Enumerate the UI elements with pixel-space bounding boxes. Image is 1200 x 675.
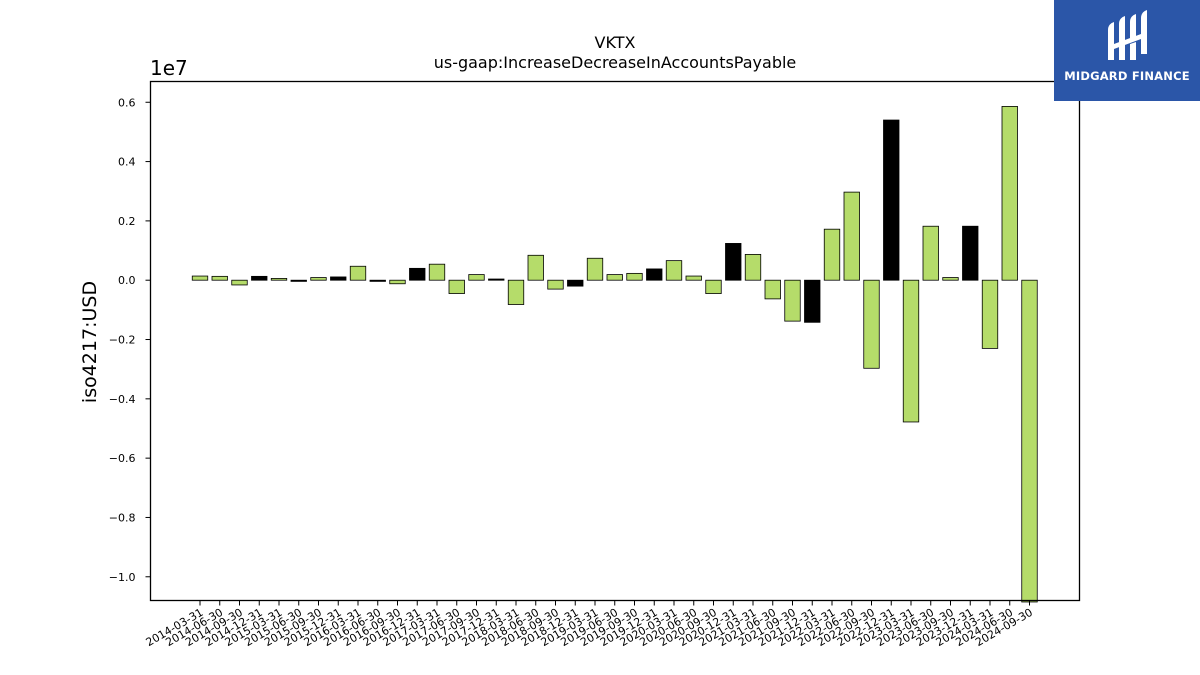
bar-2022-03-31 xyxy=(823,228,841,281)
bar-2024-03-31 xyxy=(981,279,999,349)
bar-2022-12-31 xyxy=(883,119,900,281)
bar-2023-06-30 xyxy=(922,225,939,281)
bar-2019-12-31 xyxy=(646,268,663,281)
y-tick-label: 0.2 xyxy=(118,215,136,228)
bars-group xyxy=(191,106,1038,603)
y-tick-label: −0.4 xyxy=(109,393,136,406)
bar-2023-12-31 xyxy=(962,225,979,281)
y-tick-label: −0.6 xyxy=(109,452,136,465)
bar-2020-12-31 xyxy=(725,243,742,281)
bar-2016-03-31 xyxy=(349,265,367,281)
midgard-logo-icon xyxy=(1108,10,1147,60)
y-axis-ticks: −1.0 −0.8 −0.6 −0.4 −0.2 0.0 0.2 0.4 0.6 xyxy=(109,96,151,584)
y-axis-label: iso4217:USD xyxy=(79,281,101,403)
bar-2022-09-30 xyxy=(863,279,880,369)
bar-2023-09-30 xyxy=(942,277,959,281)
bar-2021-09-30 xyxy=(784,279,801,322)
bar-2015-12-31 xyxy=(330,276,347,281)
bar-2014-12-31 xyxy=(251,275,268,281)
plot-frame xyxy=(149,80,1081,602)
bar-2024-09-30 xyxy=(1021,279,1038,603)
bar-2020-03-31 xyxy=(665,260,683,281)
y-tick-label: −1.0 xyxy=(109,571,136,584)
bar-2022-06-30 xyxy=(843,191,860,281)
y-scale-label: 1e7 xyxy=(150,56,188,80)
y-tick-label: −0.8 xyxy=(109,511,136,524)
bar-2014-09-30 xyxy=(231,279,248,286)
y-tick-label: 0.4 xyxy=(118,156,136,169)
bar-2019-09-30 xyxy=(626,272,643,281)
bar-2021-12-31 xyxy=(804,279,821,323)
bar-2016-12-31 xyxy=(409,267,426,281)
bar-2017-12-31 xyxy=(488,278,505,281)
bar-2019-03-31 xyxy=(586,257,604,281)
bar-2018-09-30 xyxy=(547,279,564,290)
bar-2021-03-31 xyxy=(744,253,762,281)
bar-2015-06-30 xyxy=(290,279,307,282)
bar-2017-09-30 xyxy=(468,274,485,281)
logo-text: MIDGARD FINANCE xyxy=(1064,69,1190,83)
bar-2018-12-31 xyxy=(567,279,584,287)
x-axis-ticks: 2014-03-312014-06-302014-09-302014-12-31… xyxy=(144,600,1035,649)
bar-2020-06-30 xyxy=(685,275,702,281)
bar-2015-03-31 xyxy=(270,278,288,281)
bar-2016-09-30 xyxy=(389,279,406,285)
bar-2016-06-30 xyxy=(369,279,386,282)
bar-2024-06-30 xyxy=(1001,106,1018,281)
bar-2014-06-30 xyxy=(211,275,228,281)
bar-2014-03-31 xyxy=(191,275,209,281)
bar-2023-03-31 xyxy=(902,279,920,423)
bar-2018-03-31 xyxy=(507,279,525,305)
chart-subtitle: us-gaap:IncreaseDecreaseInAccountsPayabl… xyxy=(434,53,797,72)
bar-2017-06-30 xyxy=(448,279,465,294)
bar-2021-06-30 xyxy=(764,279,781,300)
bar-2019-06-30 xyxy=(606,274,623,281)
y-tick-label: 0.0 xyxy=(118,274,136,287)
bar-2015-09-30 xyxy=(310,277,327,281)
y-tick-label: 0.6 xyxy=(118,96,136,109)
y-tick-label: −0.2 xyxy=(109,334,136,347)
bar-2017-03-31 xyxy=(428,263,446,281)
bar-2020-09-30 xyxy=(705,279,722,294)
bar-2018-06-30 xyxy=(527,254,544,281)
midgard-finance-logo: MIDGARD FINANCE xyxy=(1054,0,1200,101)
chart-title: VKTX xyxy=(595,33,636,52)
